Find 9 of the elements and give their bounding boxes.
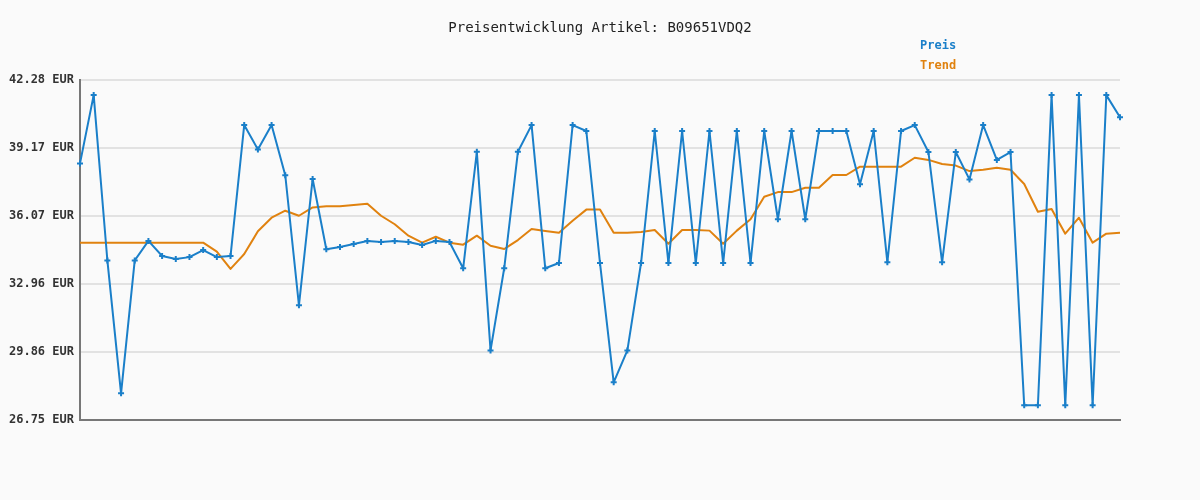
y-tick-label: 29.86 EUR [8,344,75,359]
chart-title: Preisentwicklung Artikel: B09651VDQ2 [448,18,752,35]
y-tick-label: 26.75 EUR [8,412,75,427]
y-tick-label: 42.28 EUR [8,72,75,87]
text: Preis [920,38,957,53]
y-tick-label: 39.17 EUR [8,140,75,155]
y-tick-label: 32.96 EUR [8,276,75,291]
text: Trend [920,58,957,73]
y-tick-label: 36.07 EUR [8,208,75,223]
